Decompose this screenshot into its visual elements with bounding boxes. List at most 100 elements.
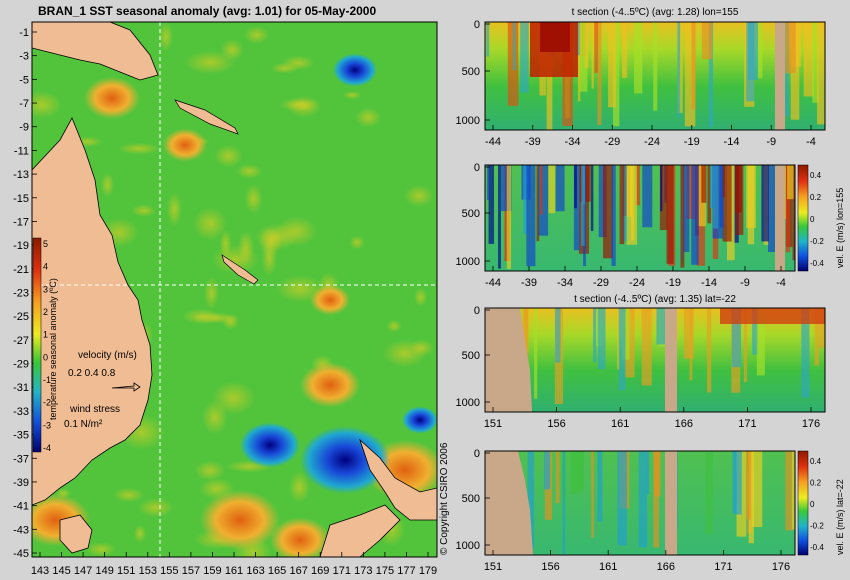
panel-temp-lat-22: t section (-4..5ºC) (avg: 1.35) lat=-22 … bbox=[456, 294, 826, 430]
anomaly-warm-patch bbox=[133, 524, 147, 543]
panel-3-frame bbox=[484, 450, 796, 556]
panel-1-colorbar bbox=[797, 164, 809, 272]
panel-x-tick-label: -39 bbox=[521, 277, 537, 289]
panel-x-tick-label: 171 bbox=[714, 561, 732, 573]
map-y-tick-label: -39 bbox=[13, 477, 29, 489]
panel-x-tick-label: 161 bbox=[599, 561, 617, 573]
section-band bbox=[536, 165, 540, 242]
panel-x-tick-label: -29 bbox=[604, 136, 620, 148]
map-y-tick-label: -5 bbox=[19, 74, 29, 86]
panel-3-land-mask-west bbox=[485, 451, 533, 555]
section-band bbox=[659, 165, 668, 231]
panel-x-tick-label: -34 bbox=[565, 136, 581, 148]
panel-0-land-mask bbox=[775, 22, 785, 130]
map-x-tick-label: 169 bbox=[311, 565, 329, 577]
section-band bbox=[581, 165, 585, 247]
anomaly-warm-patch bbox=[270, 62, 299, 74]
panel-x-tick-label: -14 bbox=[724, 136, 740, 148]
map-y-tick-label: -17 bbox=[13, 216, 29, 228]
section-band bbox=[761, 165, 769, 242]
panel-x-tick-label: 151 bbox=[484, 561, 502, 573]
anomaly-hot-patch bbox=[310, 285, 350, 315]
section-band bbox=[638, 451, 648, 548]
map-x-tick-label: 177 bbox=[397, 565, 415, 577]
section-band bbox=[597, 308, 606, 370]
panel-x-tick-label: -44 bbox=[485, 136, 501, 148]
map-y-tick-label: -41 bbox=[13, 501, 29, 513]
panel-x-tick-label: 161 bbox=[611, 418, 629, 430]
colorbar-tick-label: 1 bbox=[43, 330, 48, 340]
tasmania-land bbox=[59, 514, 93, 554]
map-y-tick-label: -35 bbox=[13, 430, 29, 442]
panel-x-tick-label: -14 bbox=[701, 277, 717, 289]
section-band bbox=[768, 165, 778, 252]
section-band bbox=[752, 308, 759, 355]
panel-2-title: t section (-4..5ºC) (avg: 1.35) lat=-22 bbox=[574, 294, 736, 305]
section-band bbox=[747, 165, 755, 245]
section-band bbox=[743, 308, 748, 383]
map-x-tick-label: 153 bbox=[139, 565, 157, 577]
section-band bbox=[538, 165, 549, 236]
panel-x-tick-label: -39 bbox=[525, 136, 541, 148]
panel-1-frame bbox=[484, 164, 796, 272]
wind-legend-scale: 0.1 N/m² bbox=[64, 419, 103, 430]
anomaly-hot-patch bbox=[163, 128, 207, 162]
section-band bbox=[748, 22, 759, 80]
panel-colorbar-tick-label: 0.4 bbox=[810, 457, 822, 466]
section-band bbox=[732, 451, 737, 514]
section-band bbox=[656, 308, 667, 345]
anomaly-warm-patch bbox=[404, 184, 434, 207]
panel-2-field bbox=[485, 308, 825, 412]
colorbar-tick-label: 0 bbox=[43, 352, 48, 362]
section-band bbox=[634, 22, 643, 94]
anomaly-warm-patch bbox=[349, 235, 365, 250]
map-y-tick-label: -1 bbox=[19, 27, 29, 39]
anomaly-warm-patch bbox=[100, 172, 115, 198]
section-band bbox=[591, 22, 594, 89]
panel-y-tick-label: 0 bbox=[474, 305, 480, 317]
section-band bbox=[624, 308, 635, 378]
map-x-tick-label: 167 bbox=[289, 565, 307, 577]
panel-y-tick-label: 0 bbox=[474, 162, 480, 174]
map-y-tick-label: -29 bbox=[13, 359, 29, 371]
anomaly-warm-patch bbox=[408, 339, 435, 357]
section-band bbox=[691, 165, 699, 265]
anomaly-cold-patch bbox=[300, 426, 390, 494]
wind-legend-title: wind stress bbox=[69, 404, 120, 415]
map-x-axis: 143 145 147 149 151 153 155 157 159 161 163 165 167 1… bbox=[31, 552, 437, 577]
colorbar-label: temperature seasonal anomaly (ºC) bbox=[48, 278, 58, 420]
section-band bbox=[488, 165, 495, 244]
section-band bbox=[722, 165, 725, 198]
panel-y-tick-label: 0 bbox=[474, 19, 480, 31]
section-band bbox=[548, 165, 556, 214]
section-band bbox=[719, 165, 724, 228]
anomaly-warm-patch bbox=[275, 216, 318, 247]
section-band bbox=[684, 22, 696, 127]
section-band bbox=[751, 451, 763, 527]
section-band bbox=[748, 451, 754, 544]
section-band bbox=[654, 451, 661, 497]
section-band bbox=[819, 308, 825, 348]
section-band bbox=[731, 308, 742, 368]
map-y-axis: -1 -3 -5 -7 -9 -11 -13 -15 -17 -19 -21 -23 -25 -27 -29… bbox=[13, 27, 37, 560]
panel-3-land-mask-island bbox=[665, 451, 677, 555]
section-band bbox=[577, 22, 581, 102]
map-x-tick-label: 155 bbox=[160, 565, 178, 577]
section-band bbox=[734, 451, 742, 515]
section-band bbox=[544, 451, 551, 490]
colorbar-tick-label: -3 bbox=[43, 420, 51, 430]
map-x-tick-label: 149 bbox=[95, 565, 113, 577]
section-band bbox=[653, 22, 658, 111]
map-x-tick-label: 173 bbox=[354, 565, 372, 577]
panel-x-tick-label: -4 bbox=[806, 136, 816, 148]
section-band bbox=[626, 165, 633, 217]
map-y-tick-label: -43 bbox=[13, 524, 29, 536]
section-band bbox=[584, 22, 589, 68]
panel-x-tick-label: 176 bbox=[772, 561, 790, 573]
section-band bbox=[709, 165, 715, 208]
section-band bbox=[641, 308, 652, 386]
panel-vel-lat-22: 0.4 0.2 0 -0.2 -0.4 vel. E (m/s) lat=-22 151… bbox=[456, 448, 845, 573]
panel-x-tick-label: -29 bbox=[593, 277, 609, 289]
section-band bbox=[555, 165, 565, 212]
section-band bbox=[594, 22, 598, 73]
